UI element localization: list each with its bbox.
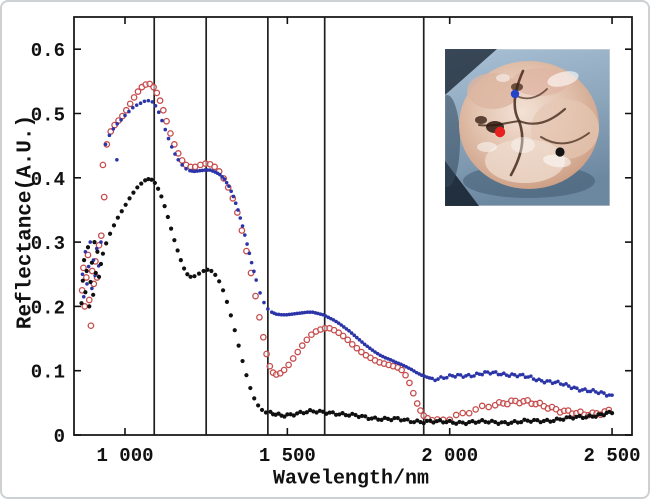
black-measurement-spot [555,147,565,157]
red-measurement-spot [494,126,506,138]
y-tick-label: 0.5 [31,105,65,127]
y-tick-label: 0.6 [31,40,65,62]
x-tick-label: 2 000 [421,445,478,467]
series-black-spot [79,176,615,427]
x-tick-label: 1 000 [96,445,153,467]
y-tick-label: 0 [54,426,65,448]
measurement-spot-markers [494,89,565,157]
y-tick-label: 0.2 [31,297,65,319]
x-axis-label: Wavelength/nm [272,467,430,491]
tooth-photo-inset [445,49,610,206]
x-tick-label: 2 500 [584,445,641,467]
blue-measurement-spot [510,89,520,99]
x-tick-label: 1 500 [259,445,316,467]
y-tick-label: 0.3 [31,233,65,255]
tooth-photo-art [445,49,610,206]
y-tick-label: 0.1 [31,362,65,384]
y-tick-label: 0.4 [31,169,65,191]
y-axis-label: Reflectance(A.U.) [14,114,38,330]
